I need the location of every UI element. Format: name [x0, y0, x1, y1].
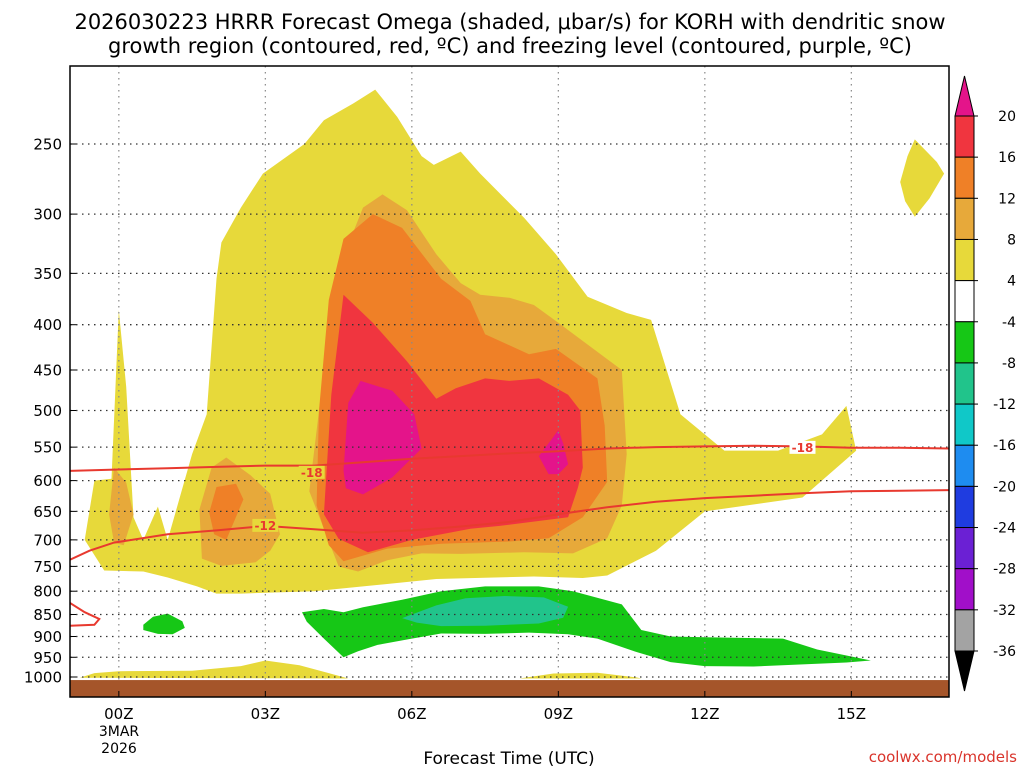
colorbar-label: -16	[993, 438, 1016, 454]
colorbar-label: -4	[1002, 315, 1016, 331]
omega-region-6	[199, 457, 280, 566]
x-tick-label: 09Z	[544, 705, 573, 723]
y-tick-label: 350	[33, 265, 62, 283]
omega-shading	[79, 89, 945, 679]
y-tick-label: 900	[33, 628, 62, 646]
y-tick-label: 300	[33, 206, 62, 224]
x-axis: 00Z 03Z 06Z 09Z 12Z 15Z	[104, 691, 866, 723]
colorbar-bin	[954, 156, 975, 199]
dgz-contour-2	[70, 489, 949, 561]
credit-text: coolwx.com/models	[869, 748, 1017, 766]
colorbar-label: -36	[993, 644, 1016, 660]
y-tick-label: 600	[33, 472, 62, 490]
colorbar-bin	[954, 403, 975, 446]
y-tick-label: 500	[33, 402, 62, 420]
contour-label-right: -18	[792, 441, 814, 455]
y-tick-label: 800	[33, 583, 62, 601]
colorbar-bin	[954, 527, 975, 570]
colorbar-label: -20	[993, 479, 1016, 495]
contour-label-2: -12	[254, 519, 276, 533]
y-tick-label: 750	[33, 558, 62, 576]
omega-region-10	[323, 294, 583, 553]
title-line-2: growth region (contoured, red, ºC) and f…	[108, 34, 912, 58]
title-line-1: 2026030223 HRRR Forecast Omega (shaded, …	[74, 10, 945, 34]
plot-area	[70, 66, 949, 697]
colorbar-bin	[954, 362, 975, 405]
colorbar-bin	[954, 238, 975, 282]
colorbar-label: 20	[998, 109, 1016, 125]
contour-labels: -18 -12 -18	[252, 440, 816, 533]
omega-region-3	[79, 660, 349, 679]
contour-label-bg	[298, 465, 325, 479]
omega-region-15	[402, 596, 569, 627]
colorbar-bin	[954, 115, 975, 158]
contour-label-bg	[789, 440, 816, 454]
date-label-year: 2026	[101, 741, 137, 757]
y-axis: 250 300 350 400 450 500 550 600 650 700 750 800 850 9…	[24, 136, 76, 687]
x-tick-label: 15Z	[837, 705, 866, 723]
colorbar-label: -32	[993, 603, 1016, 619]
contour-label-1: -18	[301, 466, 323, 480]
colorbar-bin	[954, 280, 975, 323]
y-tick-label: 400	[33, 316, 62, 334]
x-tick-label: 06Z	[397, 705, 426, 723]
dgz-contour-3	[70, 602, 101, 627]
colorbar-bottom-extension	[954, 650, 975, 692]
chart-title: 2026030223 HRRR Forecast Omega (shaded, …	[74, 10, 945, 58]
colorbar-label: 12	[998, 191, 1016, 207]
y-tick-label: 850	[33, 606, 62, 624]
y-tick-label: 950	[33, 649, 62, 667]
colorbar-label: 16	[998, 150, 1016, 166]
y-tick-label: 1000	[24, 669, 62, 687]
colorbar-label: -28	[993, 562, 1016, 578]
omega-region-13	[143, 613, 185, 635]
x-axis-label: Forecast Time (UTC)	[423, 749, 594, 768]
plot-frame	[69, 65, 950, 698]
x-tick-label: 00Z	[104, 705, 133, 723]
colorbar-bin	[954, 197, 975, 240]
colorbar-label: -24	[993, 521, 1016, 537]
x-tick-label: 03Z	[251, 705, 280, 723]
x-tick-label: 12Z	[690, 705, 719, 723]
colorbar: 20 16 12 8 4 -4 -8 -12 -16 -20 -24 -28 -32 -36	[954, 75, 1016, 692]
omega-region-11	[343, 380, 422, 495]
date-label-month: 3MAR	[99, 724, 140, 740]
colorbar-label: 4	[1007, 274, 1016, 290]
y-tick-label: 450	[33, 361, 62, 379]
colorbar-bin	[954, 321, 975, 364]
colorbar-bin	[954, 568, 975, 611]
colorbar-top-extension	[954, 75, 975, 117]
contour-label-bg	[252, 518, 279, 532]
omega-region-2	[900, 139, 945, 217]
colorbar-label: -12	[993, 397, 1016, 413]
colorbar-label: -8	[1002, 356, 1016, 372]
grid-lines	[70, 66, 949, 697]
y-tick-label: 700	[33, 531, 62, 549]
colorbar-bin	[954, 485, 975, 529]
colorbar-label: 8	[1007, 232, 1016, 248]
y-tick-label: 550	[33, 439, 62, 457]
colorbar-bin	[954, 444, 975, 487]
omega-region-5	[109, 467, 134, 546]
ground-band	[70, 680, 949, 697]
colorbar-bin	[954, 609, 975, 652]
y-tick-label: 650	[33, 503, 62, 521]
y-tick-label: 250	[33, 136, 62, 154]
